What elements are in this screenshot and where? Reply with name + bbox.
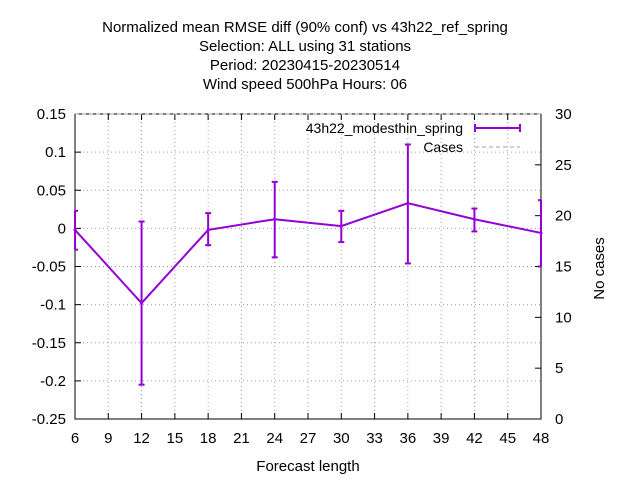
y-axis: 0.15 0.1 0.05 0 -0.05 -0.1 -0.15 -0.2 -0.25 xyxy=(32,106,81,428)
y-tick-label: -0.05 xyxy=(32,259,66,276)
data-point xyxy=(206,228,210,232)
error-bar xyxy=(338,209,345,244)
y-tick-label: 0.1 xyxy=(45,144,66,161)
error-bar xyxy=(538,199,543,268)
legend: 43h22_modesthin_spring Cases xyxy=(306,120,521,155)
x-tick-label: 33 xyxy=(366,430,383,447)
chart-title: Normalized mean RMSE diff (90% conf) vs … xyxy=(102,19,508,93)
series xyxy=(73,113,543,386)
data-point xyxy=(406,201,410,205)
chart-title-line: Normalized mean RMSE diff (90% conf) vs … xyxy=(102,19,508,36)
legend-label-cases: Cases xyxy=(423,139,463,155)
data-point xyxy=(140,301,144,305)
x-tick-label: 12 xyxy=(133,430,150,447)
x-tick-label: 24 xyxy=(266,430,283,447)
y-tick-label: -0.1 xyxy=(40,297,66,314)
x-tick-label: 39 xyxy=(433,430,450,447)
y-tick-label: -0.2 xyxy=(40,373,66,390)
chart-title-line: Wind speed 500hPa Hours: 06 xyxy=(203,76,407,93)
y2-axis-label: No cases xyxy=(591,237,608,300)
series-line-main xyxy=(74,202,542,305)
y2-axis: 30 25 20 15 10 5 0 xyxy=(535,106,572,428)
error-bar xyxy=(205,212,212,247)
x-tick-label: 42 xyxy=(466,430,483,447)
y2-tick-label: 15 xyxy=(555,259,572,276)
x-axis-label: Forecast length xyxy=(256,458,359,475)
chart-title-line: Period: 20230415-20230514 xyxy=(210,57,400,74)
error-bar xyxy=(271,180,278,259)
error-bar xyxy=(471,207,478,233)
y-tick-label: -0.25 xyxy=(32,411,66,428)
x-tick-label: 30 xyxy=(333,430,350,447)
data-point xyxy=(539,231,543,235)
error-bar xyxy=(404,143,411,265)
y-tick-label: 0 xyxy=(58,220,66,237)
x-tick-label: 27 xyxy=(300,430,317,447)
data-point xyxy=(472,217,476,221)
y2-tick-label: 10 xyxy=(555,309,572,326)
y-tick-label: -0.15 xyxy=(32,335,66,352)
x-tick-label: 48 xyxy=(533,430,550,447)
x-tick-label: 45 xyxy=(499,430,516,447)
x-tick-label: 15 xyxy=(167,430,184,447)
y2-tick-label: 5 xyxy=(555,360,563,377)
x-tick-label: 18 xyxy=(200,430,217,447)
y2-tick-label: 0 xyxy=(555,411,563,428)
x-tick-label: 6 xyxy=(71,430,79,447)
data-point xyxy=(73,228,77,232)
x-tick-label: 21 xyxy=(233,430,250,447)
y2-tick-label: 25 xyxy=(555,157,572,174)
x-axis: 6 9 12 15 18 21 24 27 30 33 36 39 42 45 48 xyxy=(71,114,550,447)
y-tick-label: 0.05 xyxy=(37,182,66,199)
legend-label-main: 43h22_modesthin_spring xyxy=(306,120,463,136)
chart-title-line: Selection: ALL using 31 stations xyxy=(199,38,411,55)
data-point xyxy=(273,217,277,221)
error-bar xyxy=(73,209,78,251)
y2-tick-label: 20 xyxy=(555,208,572,225)
error-bar xyxy=(138,220,145,386)
x-tick-label: 9 xyxy=(104,430,112,447)
grid xyxy=(75,114,541,419)
y2-tick-label: 30 xyxy=(555,106,572,123)
x-tick-label: 36 xyxy=(400,430,417,447)
data-point xyxy=(339,224,343,228)
y-tick-label: 0.15 xyxy=(37,106,66,123)
